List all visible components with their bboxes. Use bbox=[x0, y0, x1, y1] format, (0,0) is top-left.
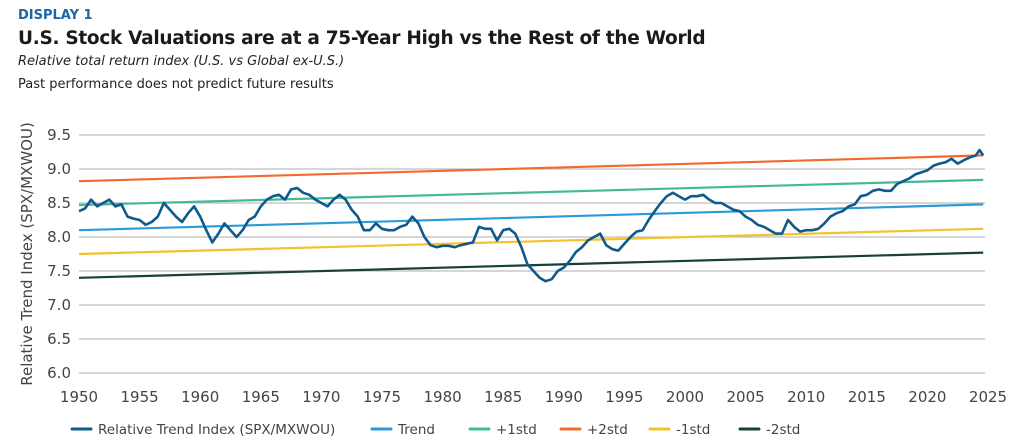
x-tick-label: 1995 bbox=[605, 388, 643, 406]
legend-label: +1std bbox=[496, 422, 537, 438]
disclaimer-note: Past performance does not predict future… bbox=[18, 77, 334, 92]
x-tick-label: 1975 bbox=[363, 388, 401, 406]
legend-label: Trend bbox=[397, 422, 435, 438]
series-line-relative-trend-index--spx-mxwou- bbox=[78, 148, 985, 283]
series-line--1std bbox=[78, 227, 984, 256]
y-tick-label: 6.5 bbox=[47, 330, 71, 348]
legend-label: -2std bbox=[766, 422, 800, 438]
legend-item: -2std bbox=[738, 422, 800, 438]
x-tick-label: 1960 bbox=[181, 388, 219, 406]
series-line-+2std bbox=[78, 154, 984, 183]
y-tick-label: 8.0 bbox=[47, 228, 71, 246]
y-tick-label: 9.0 bbox=[47, 160, 71, 178]
x-tick-label: 2025 bbox=[969, 388, 1007, 406]
x-tick-label: 1950 bbox=[60, 388, 98, 406]
x-tick-label: 1965 bbox=[242, 388, 280, 406]
y-tick-label: 7.0 bbox=[47, 296, 71, 314]
chart-title: U.S. Stock Valuations are at a 75-Year H… bbox=[18, 28, 706, 49]
y-tick-label: 9.5 bbox=[47, 126, 71, 144]
x-tick-label: 2005 bbox=[727, 388, 765, 406]
x-tick-label: 2000 bbox=[666, 388, 704, 406]
series-line--2std bbox=[78, 251, 984, 279]
x-tick-label: 1985 bbox=[484, 388, 522, 406]
y-tick-label: 7.5 bbox=[47, 262, 71, 280]
legend-item: -1std bbox=[648, 422, 710, 438]
x-tick-label: 2020 bbox=[908, 388, 946, 406]
y-tick-label: 6.0 bbox=[47, 364, 71, 382]
series-line-+1std bbox=[78, 178, 984, 207]
chart-subtitle: Relative total return index (U.S. vs Glo… bbox=[18, 54, 345, 69]
series-line-trend bbox=[78, 203, 984, 232]
x-tick-label: 1955 bbox=[121, 388, 159, 406]
legend-item: Relative Trend Index (SPX/MXWOU) bbox=[70, 422, 335, 438]
legend-label: +2std bbox=[587, 422, 628, 438]
x-tick-label: 1970 bbox=[302, 388, 340, 406]
x-tick-label: 2010 bbox=[787, 388, 825, 406]
x-tick-label: 1990 bbox=[545, 388, 583, 406]
y-axis-label: Relative Trend Index (SPX/MXWOU) bbox=[18, 122, 36, 386]
display-label: DISPLAY 1 bbox=[18, 8, 93, 23]
x-tick-label: 1980 bbox=[424, 388, 462, 406]
legend-label: Relative Trend Index (SPX/MXWOU) bbox=[98, 422, 335, 438]
legend-item: +1std bbox=[468, 422, 537, 438]
legend-item: +2std bbox=[559, 422, 628, 438]
legend-item: Trend bbox=[370, 422, 435, 438]
x-tick-label: 2015 bbox=[848, 388, 886, 406]
legend-label: -1std bbox=[676, 422, 710, 438]
y-tick-label: 8.5 bbox=[47, 194, 71, 212]
